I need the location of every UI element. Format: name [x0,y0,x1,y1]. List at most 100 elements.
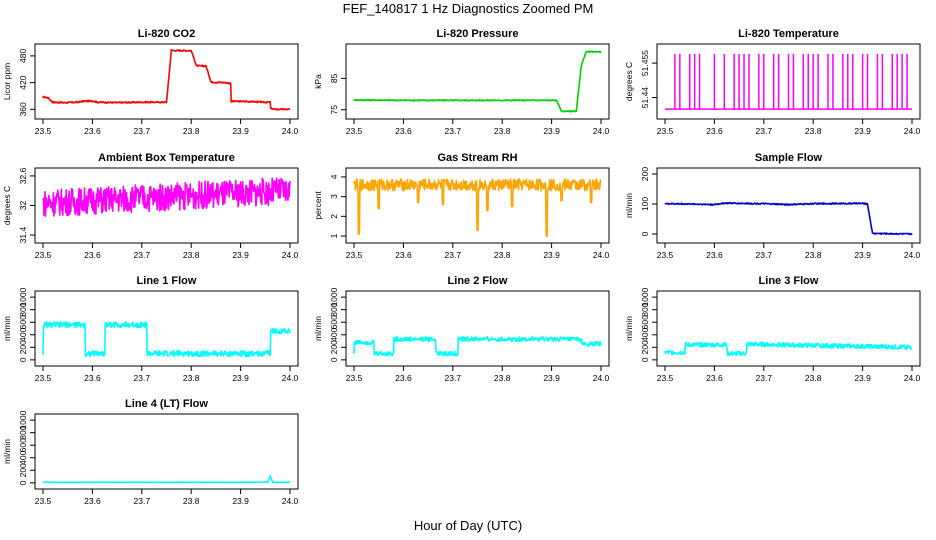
y-tick-label: 200 [18,463,28,477]
y-axis-label: ml/min [624,316,634,341]
plot-frame [34,290,299,367]
y-tick-label: 800 [640,302,650,316]
data-line [42,321,291,358]
x-tick-label: 23.5 [657,373,674,383]
y-tick-label: 1000 [18,410,28,429]
y-tick-label: 400 [640,327,650,341]
y-axis-label: ml/min [2,316,12,341]
panel-title: Li-820 CO2 [138,28,195,40]
x-tick-label: 23.5 [35,250,52,260]
y-axis-label: percent [313,191,323,220]
x-tick-label: 23.7 [134,496,151,506]
panel-3: Li-820 Temperature degrees C 23.5 23.6 23.7 2… [624,28,921,136]
y-tick-label: 100 [640,197,650,211]
panel-title: Line 4 (LT) Flow [125,398,208,410]
panel-7: Line 1 Flow ml/min 23.5 23.6 23.7 23.8 23.9 24.… [2,275,299,383]
y-tick-label: 1000 [640,287,650,306]
x-tick-label: 24.0 [282,250,299,260]
y-tick-label: 200 [18,340,28,354]
y-tick-label: 420 [18,75,28,89]
x-tick-label: 23.7 [756,373,773,383]
x-tick-label: 23.5 [657,250,674,260]
x-tick-label: 23.8 [183,373,200,383]
x-tick-label: 23.5 [346,126,363,136]
data-line [42,48,291,111]
x-tick-label: 23.6 [395,250,412,260]
y-tick-label: 800 [18,302,28,316]
panel-9: Line 3 Flow ml/min 23.5 23.6 23.7 23.8 23.9 24.… [624,275,921,383]
x-tick-label: 23.5 [346,250,363,260]
y-tick-label: 0 [640,357,650,362]
y-axis-label: ml/min [2,439,12,464]
x-tick-label: 23.9 [543,250,560,260]
x-tick-label: 23.7 [445,126,462,136]
x-tick-label: 23.6 [395,373,412,383]
panel-4: Ambient Box Temperature degrees C 23.5 23.6… [2,152,299,260]
panel-title: Gas Stream RH [437,152,517,164]
panel-8: Line 2 Flow ml/min 23.5 23.6 23.7 23.8 23.9 24.… [313,275,610,383]
y-tick-label: 32 [18,201,28,211]
y-tick-label: 480 [18,49,28,63]
x-tick-label: 23.8 [183,496,200,506]
plot-frame [345,290,610,367]
x-tick-label: 23.8 [183,250,200,260]
x-tick-label: 23.8 [805,126,822,136]
x-tick-label: 23.7 [134,373,151,383]
plot-frame [34,413,299,490]
plot-frame [656,290,921,367]
x-tick-label: 23.6 [706,126,723,136]
y-tick-label: 400 [18,450,28,464]
y-tick-label: 1000 [329,287,339,306]
y-axis-label: Licor ppm [2,63,12,100]
x-tick-label: 23.8 [494,373,511,383]
x-tick-label: 24.0 [904,126,921,136]
x-tick-label: 23.9 [232,126,249,136]
y-tick-label: 600 [640,315,650,329]
data-line [42,475,291,484]
y-tick-label: 1 [329,233,339,238]
x-tick-label: 24.0 [593,250,610,260]
data-line [664,341,913,357]
x-tick-label: 23.9 [854,373,871,383]
x-tick-label: 24.0 [904,250,921,260]
panel-title: Line 3 Flow [759,275,819,287]
y-tick-label: 360 [18,102,28,116]
panel-title: Ambient Box Temperature [98,152,235,164]
plot-frame [345,43,610,120]
y-tick-label: 51.455 [640,50,650,76]
data-line [353,50,602,113]
x-tick-label: 23.7 [756,126,773,136]
y-tick-label: 2 [329,214,339,219]
x-tick-label: 23.7 [445,250,462,260]
x-tick-label: 24.0 [904,373,921,383]
panel-5: Gas Stream RH percent 23.5 23.6 23.7 23.8 23.9… [313,152,610,260]
data-line [353,336,602,357]
y-tick-label: 3 [329,194,339,199]
panel-1: Li-820 CO2 Licor ppm 23.5 23.6 23.7 23.8 23.9 2… [2,28,299,136]
x-tick-label: 23.9 [232,373,249,383]
y-tick-label: 0 [640,231,650,236]
page-title: FEF_140817 1 Hz Diagnostics Zoomed PM [342,1,594,16]
y-tick-label: 800 [329,302,339,316]
x-tick-label: 23.5 [35,496,52,506]
panel-title: Li-820 Temperature [738,28,839,40]
x-tick-label: 23.6 [84,496,101,506]
x-tick-label: 24.0 [593,373,610,383]
x-tick-label: 23.6 [84,250,101,260]
panel-title: Li-820 Pressure [437,28,519,40]
y-tick-label: 75 [329,105,339,115]
y-tick-label: 1000 [18,287,28,306]
x-tick-label: 23.8 [494,126,511,136]
y-tick-label: 200 [640,340,650,354]
x-tick-label: 23.5 [35,373,52,383]
x-tick-label: 23.7 [134,250,151,260]
x-axis-label: Hour of Day (UTC) [413,518,523,533]
y-tick-label: 800 [18,425,28,439]
x-tick-label: 23.9 [543,126,560,136]
y-tick-label: 600 [18,438,28,452]
data-line [353,178,602,237]
x-tick-label: 24.0 [593,126,610,136]
x-tick-label: 23.9 [232,496,249,506]
y-tick-label: 32.6 [18,167,28,184]
